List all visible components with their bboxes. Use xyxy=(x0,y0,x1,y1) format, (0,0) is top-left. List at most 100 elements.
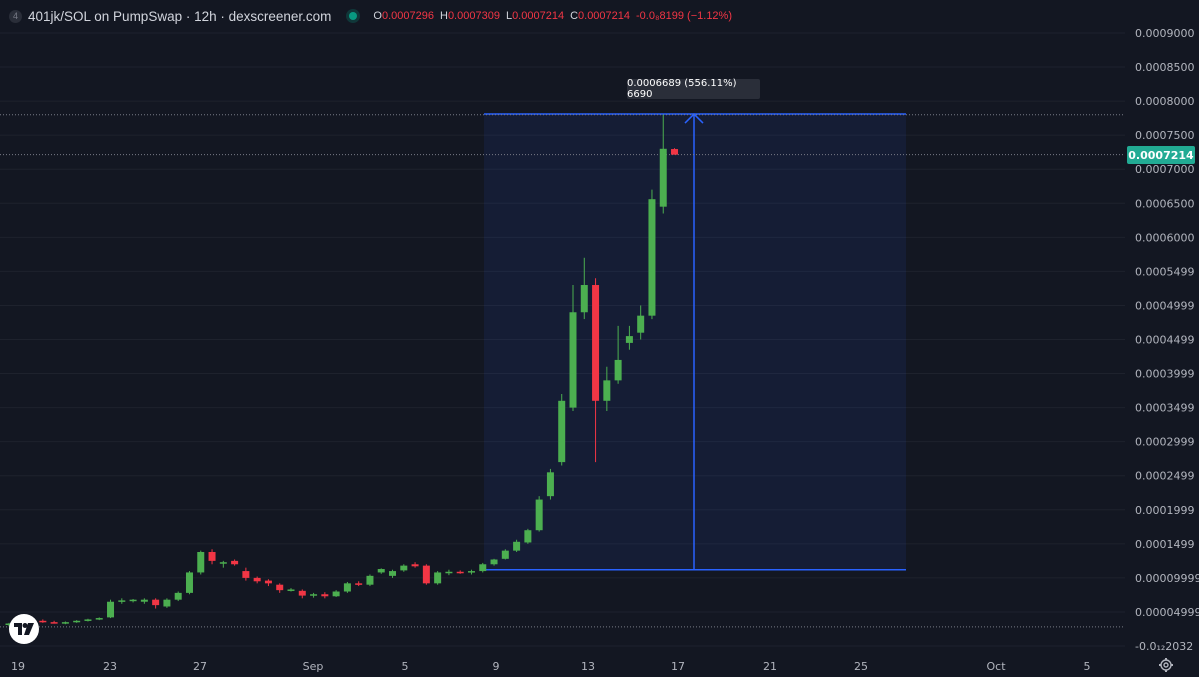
y-tick-label: 0.0003499 xyxy=(1135,402,1195,415)
y-tick-label: 0.0001499 xyxy=(1135,538,1195,551)
y-tick-label: 0.0008000 xyxy=(1135,95,1195,108)
pair-title[interactable]: 401jk/SOL on PumpSwap · 12h · dexscreene… xyxy=(28,8,332,24)
candle[interactable] xyxy=(185,571,193,595)
candle[interactable] xyxy=(400,564,408,572)
ohlc-readout: O0.0007296 H0.0007309 L0.0007214 C0.0007214… xyxy=(373,10,738,22)
measure-range-box[interactable] xyxy=(484,114,906,570)
candle[interactable] xyxy=(456,570,464,574)
x-tick-label: Sep xyxy=(303,660,324,673)
x-tick-label: 9 xyxy=(493,660,500,673)
candle[interactable] xyxy=(310,592,318,598)
candle[interactable] xyxy=(366,574,374,587)
candle-body xyxy=(490,559,498,565)
candle[interactable] xyxy=(118,598,126,604)
candle[interactable] xyxy=(524,528,532,544)
candle[interactable] xyxy=(637,305,645,340)
candle[interactable] xyxy=(107,599,115,619)
candle-body xyxy=(467,571,475,573)
candle[interactable] xyxy=(242,567,250,581)
candle-body xyxy=(366,575,374,585)
last-price-label: 0.0007214 xyxy=(1127,146,1195,164)
candle[interactable] xyxy=(276,583,284,593)
candle[interactable] xyxy=(625,325,633,350)
candle-body xyxy=(535,499,543,531)
candle[interactable] xyxy=(422,564,430,585)
candle[interactable] xyxy=(321,592,329,599)
candle[interactable] xyxy=(389,569,397,578)
candle[interactable] xyxy=(513,539,521,553)
candle-body xyxy=(637,315,645,333)
candle[interactable] xyxy=(501,549,509,560)
candle[interactable] xyxy=(50,620,58,624)
candle[interactable] xyxy=(140,598,148,604)
candle[interactable] xyxy=(287,588,295,592)
candle[interactable] xyxy=(445,569,453,576)
y-tick-label: 0.0002499 xyxy=(1135,470,1195,483)
ohlc-value: 0.0007309 xyxy=(447,10,500,22)
candle[interactable] xyxy=(592,278,600,463)
candle[interactable] xyxy=(580,257,588,320)
candle-body xyxy=(625,336,633,343)
candle-body xyxy=(422,565,430,584)
candle[interactable] xyxy=(614,325,622,384)
candle[interactable] xyxy=(253,576,261,584)
candle[interactable] xyxy=(231,559,239,566)
candle[interactable] xyxy=(39,619,47,623)
candle-body xyxy=(513,541,521,551)
candle[interactable] xyxy=(546,468,554,500)
candle[interactable] xyxy=(84,618,92,622)
time-axis[interactable]: 19 23 27 Sep 5 9 13 17 21 25 Oct 5 xyxy=(11,660,1091,673)
candle[interactable] xyxy=(467,569,475,575)
candle-body xyxy=(208,552,216,561)
candle[interactable] xyxy=(558,393,566,466)
candle-body xyxy=(140,599,148,602)
candle-body xyxy=(253,577,261,582)
measure-tooltip: 0.0006689 (556.11%) 6690 xyxy=(627,78,760,100)
candle[interactable] xyxy=(377,568,385,574)
candle[interactable] xyxy=(569,285,577,412)
ohlc-key: H xyxy=(439,10,448,22)
candle[interactable] xyxy=(355,581,363,587)
y-tick-label: 0.0009000 xyxy=(1135,27,1195,40)
tradingview-logo-icon[interactable] xyxy=(9,614,39,644)
candle[interactable] xyxy=(411,562,419,568)
x-tick-label: Oct xyxy=(986,660,1006,673)
candle[interactable] xyxy=(479,562,487,573)
candle[interactable] xyxy=(535,496,543,532)
ohlc-value: 0.0007296 xyxy=(381,10,434,22)
ohlc-value: -0.0₈8199 (−1.12%) xyxy=(636,10,732,22)
candle[interactable] xyxy=(332,590,340,597)
y-tick-label: 0.00004999 xyxy=(1135,606,1199,619)
price-axis[interactable]: 0.0009000 0.0008500 0.0008000 0.0007500 0.00… xyxy=(1135,27,1199,653)
candle[interactable] xyxy=(129,599,137,603)
candle[interactable] xyxy=(163,598,171,608)
candle[interactable] xyxy=(343,581,351,593)
x-tick-label: 25 xyxy=(854,660,868,673)
candle[interactable] xyxy=(95,617,103,621)
gear-icon[interactable] xyxy=(1158,657,1174,673)
candle[interactable] xyxy=(648,189,656,320)
candle-body xyxy=(614,359,622,381)
candle[interactable] xyxy=(73,620,81,623)
candle[interactable] xyxy=(298,589,306,599)
y-tick-label: 0.0005499 xyxy=(1135,265,1195,278)
candle[interactable] xyxy=(152,598,160,609)
candle-body xyxy=(231,560,239,565)
candle[interactable] xyxy=(61,621,69,625)
y-tick-label: 0.0006500 xyxy=(1135,197,1195,210)
candle[interactable] xyxy=(671,148,679,155)
candle-body xyxy=(321,594,329,597)
candle[interactable] xyxy=(219,560,227,568)
candle-body xyxy=(445,571,453,574)
candle[interactable] xyxy=(208,549,216,565)
candle-body xyxy=(671,149,679,155)
candle[interactable] xyxy=(264,579,272,587)
candle[interactable] xyxy=(174,591,182,602)
candle[interactable] xyxy=(659,114,667,214)
candle[interactable] xyxy=(490,558,498,566)
candle[interactable] xyxy=(434,571,442,585)
candle[interactable] xyxy=(197,550,205,575)
candle[interactable] xyxy=(603,366,611,412)
candle-body xyxy=(389,571,397,576)
